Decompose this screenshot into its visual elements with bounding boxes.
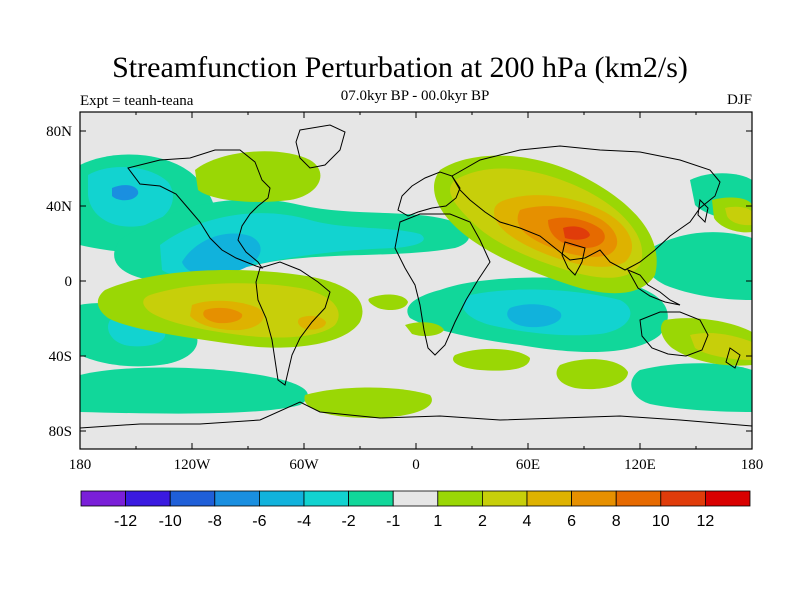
contour-neg-indian-south — [631, 363, 752, 412]
colorbar-label: 10 — [652, 513, 670, 530]
contour-neg-sh-south-band — [80, 367, 308, 414]
contour-pos-natl-center — [368, 294, 408, 310]
coast-north-america — [127, 149, 271, 269]
colorbar-label: 4 — [523, 513, 532, 530]
lat-label-80n: 80N — [46, 124, 72, 140]
colorbar-label: 8 — [612, 513, 621, 530]
coast-europe — [397, 171, 461, 217]
lon-label-120w: 120W — [174, 457, 212, 473]
coast-asia — [451, 145, 721, 271]
contour-fills — [80, 151, 752, 418]
lon-label-60e: 60E — [516, 457, 540, 473]
colorbar-label: 1 — [433, 513, 442, 530]
contour-neg-sh-core — [507, 304, 562, 328]
longitude-labels: 180 120W 60W 0 60E 120E 180 — [69, 457, 764, 473]
contour-neg-wpacific — [644, 232, 752, 300]
lat-label-40s: 40S — [49, 349, 72, 365]
lat-label-80s: 80S — [49, 424, 72, 440]
colorbar-swatch — [80, 490, 126, 507]
colorbar-label: -6 — [252, 513, 266, 530]
colorbar-swatch — [571, 490, 617, 507]
coast-antarctica — [80, 401, 752, 429]
contour-pos-safrica — [452, 348, 530, 371]
contour-pos-sindian — [556, 359, 628, 390]
lat-label-eq: 0 — [65, 274, 73, 290]
coast-africa — [394, 213, 491, 356]
colorbar-label: 2 — [478, 513, 487, 530]
colorbar-swatch — [615, 490, 662, 507]
experiment-label: Expt = teanh-teana — [80, 93, 194, 109]
contour-neg-npacific-core — [112, 185, 139, 201]
colorbar-label: 12 — [697, 513, 715, 530]
coast-australia — [639, 311, 709, 357]
contour-pos-asia-10 — [563, 226, 590, 240]
colorbar-label: -1 — [386, 513, 400, 530]
coast-south-america — [255, 261, 331, 386]
colorbar-swatch — [348, 490, 394, 507]
colorbar-swatch — [125, 490, 171, 507]
lat-label-40n: 40N — [46, 199, 72, 215]
contour-pos-npac-east-2 — [725, 206, 752, 226]
colorbar-label: -4 — [297, 513, 311, 530]
colorbar-swatch — [481, 490, 528, 507]
contour-pos-sh-atl — [304, 387, 432, 418]
contour-pos-catl — [405, 322, 444, 337]
lon-label-120e: 120E — [624, 457, 656, 473]
colorbar-swatch — [526, 490, 572, 507]
coastlines — [80, 124, 752, 429]
map-title: Streamfunction Perturbation at 200 hPa (… — [112, 51, 688, 84]
contour-pos-natl — [195, 151, 321, 202]
coast-greenland — [295, 124, 346, 169]
colorbar-label: -12 — [114, 513, 137, 530]
lon-label-60w: 60W — [289, 457, 319, 473]
colorbar-swatch — [392, 490, 439, 507]
lon-label-0: 0 — [412, 457, 420, 473]
colorbar-swatch — [214, 490, 260, 507]
colorbar-swatch — [660, 490, 706, 507]
colorbar-label: 6 — [567, 513, 576, 530]
coast-india — [561, 241, 586, 276]
season-label: DJF — [726, 92, 752, 108]
colorbar-label: -8 — [208, 513, 222, 530]
coast-new-zealand — [725, 347, 741, 369]
colorbar-swatch — [705, 490, 751, 507]
colorbar-swatch — [169, 490, 216, 507]
contour-pos-sam-6 — [203, 307, 243, 324]
colorbar: -12 -10 -8 -6 -4 -2 -1 1 2 4 6 8 10 12 — [80, 490, 751, 530]
axis-ticks — [79, 112, 753, 449]
lon-label-180e: 180 — [741, 457, 764, 473]
colorbar-label: -2 — [341, 513, 355, 530]
lon-label-180w: 180 — [69, 457, 92, 473]
time-range-subtitle: 07.0kyr BP - 00.0kyr BP — [340, 88, 490, 104]
latitude-labels: 80N 40N 0 40S 80S — [46, 124, 72, 440]
colorbar-label: -10 — [159, 513, 182, 530]
colorbar-swatch — [258, 490, 305, 507]
colorbar-swatch — [437, 490, 483, 507]
colorbar-swatch — [303, 490, 349, 507]
contour-pos-spac-east-2 — [690, 332, 752, 360]
coast-se-asia — [626, 268, 681, 306]
coast-japan — [697, 198, 709, 224]
